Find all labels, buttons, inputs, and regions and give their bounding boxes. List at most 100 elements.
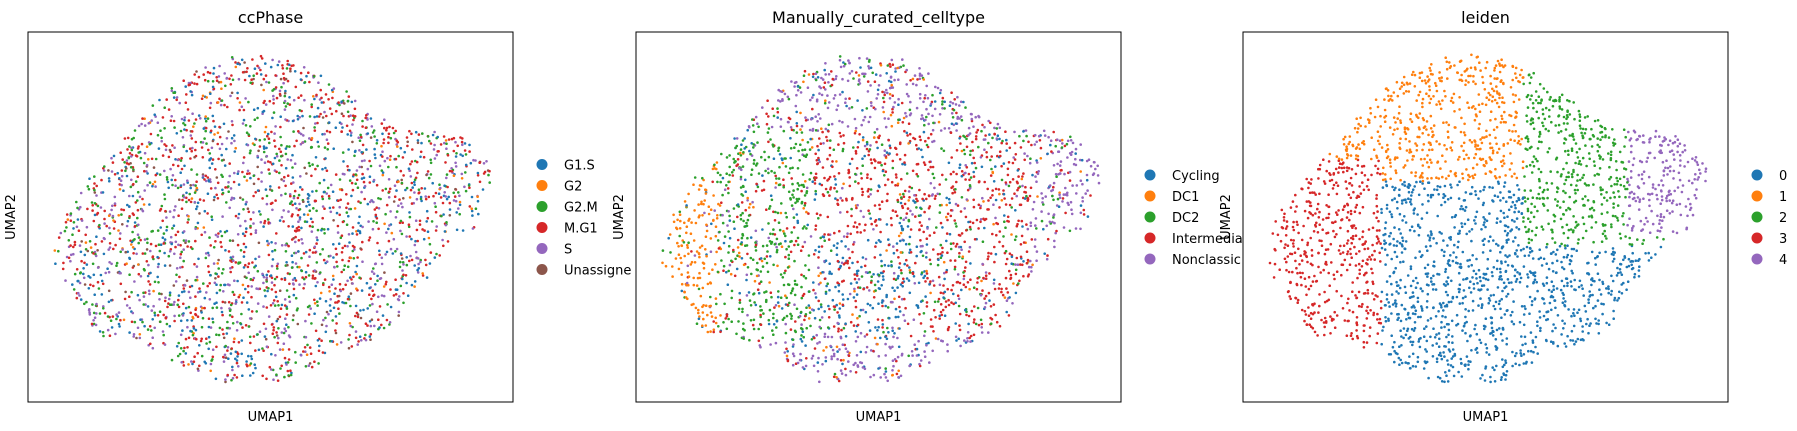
scatter-point — [83, 261, 86, 265]
scatter-point — [995, 221, 998, 225]
scatter-point — [839, 65, 843, 69]
scatter-point — [443, 141, 446, 145]
scatter-point — [812, 281, 815, 284]
scatter-point — [828, 270, 832, 274]
scatter-point — [933, 107, 937, 111]
scatter-point — [373, 135, 376, 138]
scatter-point — [287, 374, 290, 377]
scatter-point — [840, 240, 843, 243]
scatter-point — [972, 321, 976, 324]
scatter-point — [877, 184, 881, 187]
scatter-point — [208, 106, 212, 110]
scatter-point — [143, 124, 147, 127]
panel-title: ccPhase — [238, 8, 303, 27]
scatter-point — [167, 108, 171, 111]
scatter-point — [817, 156, 820, 160]
scatter-point — [389, 247, 393, 251]
scatter-point — [353, 154, 356, 158]
scatter-point — [742, 322, 745, 325]
scatter-point — [881, 299, 884, 302]
scatter-point — [270, 264, 274, 268]
scatter-point — [832, 148, 836, 151]
scatter-point — [899, 216, 903, 220]
scatter-point — [318, 344, 321, 348]
scatter-point — [299, 94, 303, 97]
scatter-point — [399, 229, 402, 233]
scatter-point — [981, 123, 984, 127]
scatter-point — [419, 260, 422, 264]
scatter-point — [727, 244, 731, 248]
scatter-point — [215, 193, 218, 197]
scatter-point — [300, 226, 303, 230]
scatter-point — [445, 176, 448, 180]
scatter-point — [954, 222, 957, 225]
scatter-point — [728, 263, 732, 267]
scatter-point — [704, 188, 708, 192]
scatter-point — [123, 161, 126, 164]
scatter-point — [759, 313, 762, 317]
scatter-point — [291, 282, 295, 285]
scatter-point — [141, 252, 145, 255]
scatter-point — [838, 316, 841, 319]
scatter-point — [793, 85, 796, 88]
scatter-point — [279, 77, 283, 81]
scatter-point — [195, 205, 199, 208]
scatter-point — [416, 271, 420, 274]
scatter-point — [738, 301, 742, 304]
scatter-point — [286, 59, 290, 63]
scatter-point — [399, 219, 403, 223]
scatter-point — [272, 98, 275, 101]
scatter-point — [288, 103, 292, 106]
scatter-point — [876, 318, 880, 321]
scatter-point — [118, 237, 122, 241]
scatter-point — [349, 292, 353, 295]
scatter-point — [187, 305, 191, 309]
scatter-point — [761, 228, 764, 231]
scatter-point — [776, 107, 779, 110]
scatter-point — [259, 73, 263, 76]
scatter-point — [925, 237, 929, 240]
scatter-point — [271, 332, 275, 336]
scatter-point — [65, 226, 68, 229]
scatter-point — [257, 241, 261, 245]
scatter-point — [313, 97, 316, 101]
scatter-point — [148, 292, 151, 296]
scatter-point — [299, 78, 303, 81]
scatter-point — [920, 271, 924, 274]
scatter-point — [799, 143, 802, 146]
scatter-point — [998, 192, 1001, 196]
scatter-point — [401, 261, 405, 264]
scatter-point — [245, 70, 248, 74]
scatter-point — [763, 257, 766, 261]
scatter-point — [88, 313, 92, 316]
scatter-point — [782, 129, 786, 133]
scatter-point — [819, 213, 822, 217]
scatter-point — [888, 97, 892, 100]
scatter-point — [193, 191, 197, 194]
scatter-point — [999, 154, 1002, 158]
scatter-point — [1046, 152, 1049, 156]
scatter-point — [283, 91, 287, 95]
scatter-point — [860, 187, 864, 191]
scatter-point — [256, 116, 259, 120]
scatter-point — [369, 332, 373, 336]
scatter-point — [182, 312, 185, 315]
scatter-point — [885, 199, 889, 203]
scatter-point — [319, 252, 322, 256]
scatter-point — [476, 174, 480, 177]
scatter-point — [135, 155, 139, 158]
scatter-point — [841, 199, 844, 202]
scatter-point — [389, 305, 393, 309]
scatter-point — [906, 264, 909, 267]
scatter-point — [820, 127, 823, 130]
scatter-point — [787, 283, 791, 287]
scatter-point — [680, 282, 684, 286]
scatter-point — [355, 233, 359, 236]
scatter-point — [105, 224, 108, 228]
scatter-point — [380, 144, 383, 148]
scatter-point — [716, 214, 719, 217]
scatter-point — [274, 295, 278, 299]
scatter-point — [417, 188, 421, 191]
scatter-point — [339, 236, 343, 239]
scatter-point — [928, 234, 932, 237]
